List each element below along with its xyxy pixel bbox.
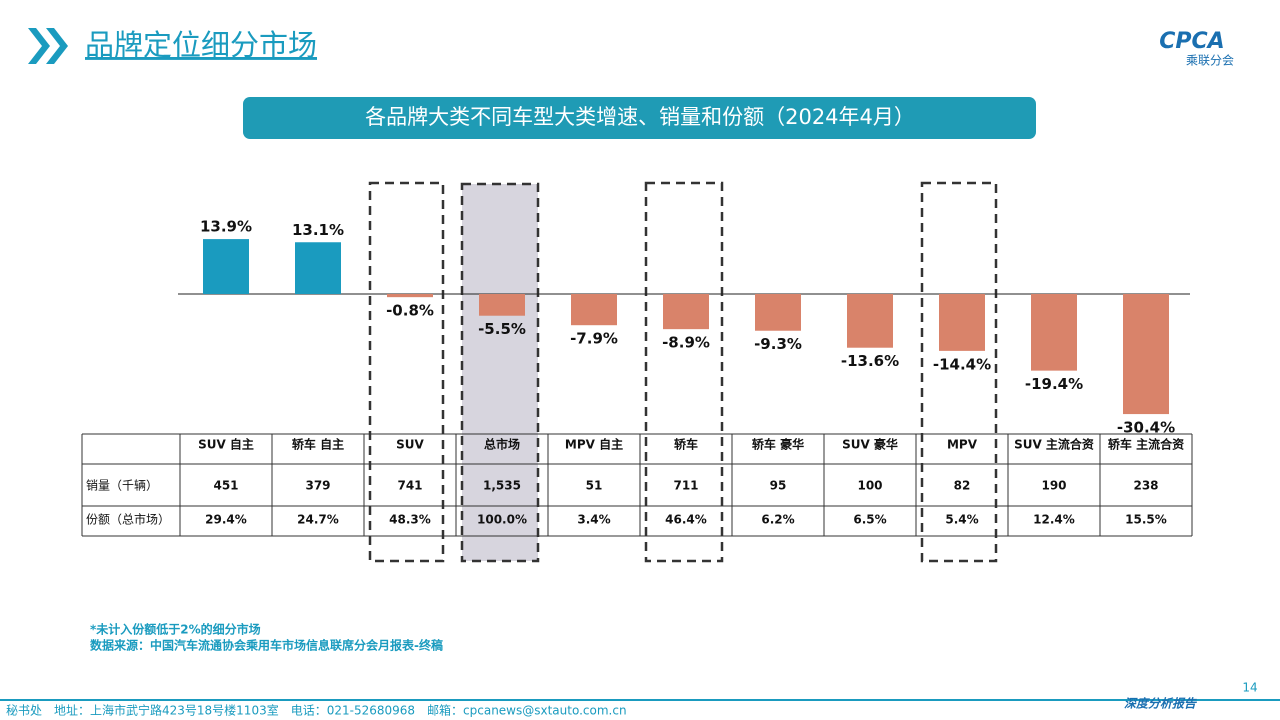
table-cell: 12.4% [1033, 513, 1075, 527]
table-cell: 24.7% [297, 513, 339, 527]
value-label: -14.4% [933, 355, 991, 373]
table-cell: 451 [213, 479, 238, 493]
bar [203, 239, 249, 294]
table-cell: 6.5% [853, 513, 886, 527]
page-title: 品牌定位细分市场 [85, 28, 317, 62]
column-header: SUV 自主 [198, 437, 254, 452]
column-header: MPV 自主 [565, 437, 623, 452]
table-cell: 100 [857, 479, 882, 493]
bar [571, 294, 617, 326]
banner-text: 各品牌大类不同车型大类增速、销量和份额（2024年4月） [365, 105, 915, 129]
table-cell: 741 [397, 479, 422, 493]
value-label: -13.6% [841, 352, 899, 370]
table-cell: 51 [586, 479, 603, 493]
bar [939, 294, 985, 351]
footer-address: 秘书处 地址：上海市武宁路423号18号楼1103室 电话：021-526809… [6, 703, 627, 718]
logo: CPCA [1159, 29, 1224, 54]
logo-sub: 乘联分会 [1186, 54, 1234, 68]
table-cell: 6.2% [761, 513, 794, 527]
column-header: SUV 主流合资 [1014, 437, 1094, 452]
bar [1123, 294, 1169, 415]
table-cell: 3.4% [577, 513, 610, 527]
footer-tag: 深度分析报告 [1124, 697, 1198, 711]
column-header: SUV [396, 438, 424, 452]
value-label: -8.9% [662, 334, 710, 352]
value-label: 13.9% [200, 218, 252, 236]
bar [663, 294, 709, 330]
table-cell: 95 [770, 479, 787, 493]
value-label: 13.1% [292, 221, 344, 239]
bar [479, 294, 525, 316]
bar [847, 294, 893, 348]
dashed-box [920, 181, 998, 563]
value-label: -7.9% [570, 330, 618, 348]
table-cell: 46.4% [665, 513, 707, 527]
row-label: 销量（千辆） [86, 479, 158, 493]
table-cell: 238 [1133, 479, 1158, 493]
note: 数据来源：中国汽车流通协会乘用车市场信息联席分会月报表-终稿 [90, 638, 443, 653]
note: *未计入份额低于2%的细分市场 [90, 622, 261, 637]
column-header: MPV [947, 438, 978, 452]
banner [243, 97, 1036, 139]
table-cell: 29.4% [205, 513, 247, 527]
bars: 13.9% 13.1% -0.8% -5.5% -7.9% -8.9% -9.3% -13.6… [200, 218, 1175, 437]
value-label: -9.3% [754, 335, 802, 353]
bar [755, 294, 801, 331]
table-cell: 1,535 [483, 479, 521, 493]
dashed-boxes [368, 181, 998, 563]
chevron-icon [28, 28, 68, 64]
dashed-box [368, 181, 445, 563]
highlight-box [462, 184, 538, 561]
value-label: -19.4% [1025, 375, 1083, 393]
column-header: 总市场 [484, 437, 520, 452]
table-cell: 82 [954, 479, 971, 493]
dashed-box [644, 181, 724, 563]
table-cell: 379 [305, 479, 330, 493]
column-header: 轿车 [674, 437, 698, 452]
table-cell: 5.4% [945, 513, 978, 527]
row-label: 份额（总市场） [86, 512, 170, 527]
table: SUV 自主 轿车 自主 SUV 总市场 MPV 自主 轿车 轿车 豪华 SUV 豪华 MPV S… [81, 433, 1193, 537]
column-header: 轿车 自主 [292, 437, 344, 452]
value-label: -30.4% [1117, 419, 1175, 437]
table-cell: 100.0% [477, 513, 527, 527]
bar [387, 294, 433, 298]
bar [295, 242, 341, 294]
bar [1031, 294, 1077, 371]
table-cell: 190 [1041, 479, 1066, 493]
table-cell: 711 [673, 479, 698, 493]
table-cell: 15.5% [1125, 513, 1167, 527]
column-header: SUV 豪华 [842, 437, 898, 452]
column-header: 轿车 主流合资 [1108, 437, 1184, 452]
column-header: 轿车 豪华 [752, 437, 804, 452]
dashed-box [460, 182, 540, 563]
table-cell: 48.3% [389, 513, 431, 527]
value-label: -5.5% [478, 320, 526, 338]
value-label: -0.8% [386, 302, 434, 320]
page-number: 14 [1242, 681, 1257, 695]
